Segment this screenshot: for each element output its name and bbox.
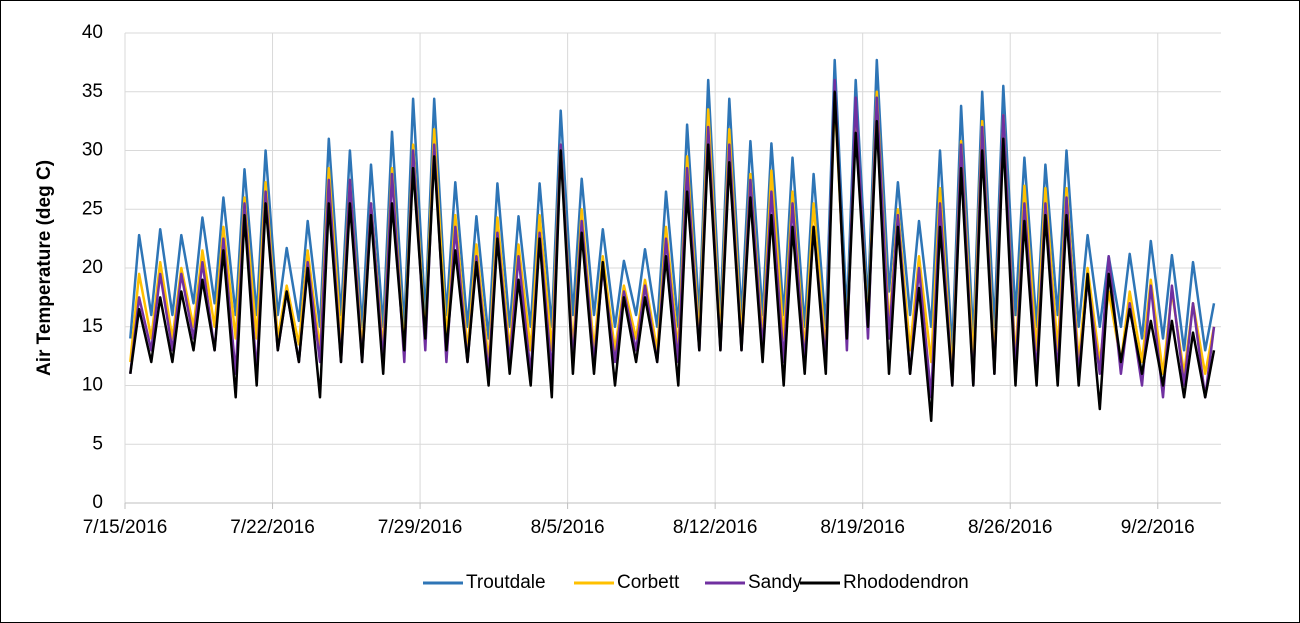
x-tick-label: 7/22/2016 xyxy=(230,517,315,538)
y-tick-label: 15 xyxy=(82,316,103,337)
y-tick-label: 30 xyxy=(82,140,103,161)
x-tick-label: 8/26/2016 xyxy=(968,517,1053,538)
series-line xyxy=(129,90,1216,423)
legend-label: Rhododendron xyxy=(843,572,969,593)
legend-label: Troutdale xyxy=(466,572,546,593)
y-axis-title: Air Temperature (deg C) xyxy=(34,160,55,376)
x-tick-label: 8/5/2016 xyxy=(531,517,605,538)
x-tick-label: 7/29/2016 xyxy=(378,517,463,538)
legend-label: Corbett xyxy=(617,572,680,593)
y-tick-label: 25 xyxy=(82,198,103,219)
x-tick-label: 8/12/2016 xyxy=(673,517,758,538)
y-tick-label: 40 xyxy=(82,22,103,43)
y-tick-label: 5 xyxy=(92,433,103,454)
x-tick-label: 8/19/2016 xyxy=(820,517,905,538)
y-tick-label: 10 xyxy=(82,375,103,396)
y-tick-label: 0 xyxy=(92,492,103,513)
y-tick-label: 20 xyxy=(82,257,103,278)
x-tick-label: 7/15/2016 xyxy=(83,517,168,538)
series-line xyxy=(129,58,1216,352)
legend-label: Sandy xyxy=(748,572,802,593)
y-tick-label: 35 xyxy=(82,81,103,102)
x-tick-label: 9/2/2016 xyxy=(1121,517,1195,538)
